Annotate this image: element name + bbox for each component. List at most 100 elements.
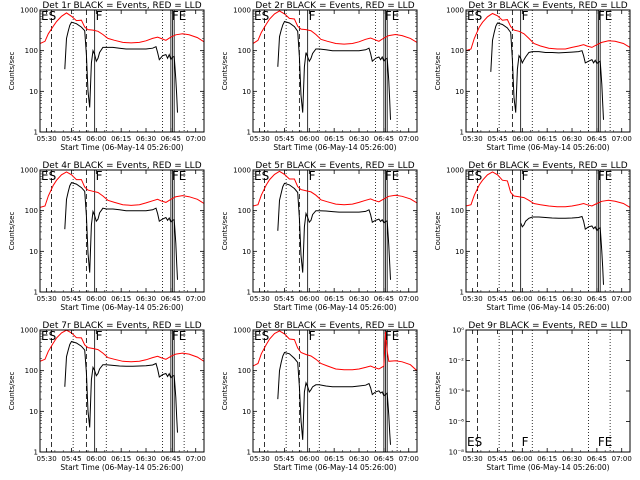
x-tick-label: 07:00 — [612, 135, 632, 143]
chart-panel-9: Det 9r BLACK = Events, RED = LLD ES F FE 10⁻… — [434, 321, 632, 472]
y-tick-label: 100 — [25, 47, 38, 55]
y-tick-label: 1 — [247, 129, 251, 137]
x-axis-label: Start Time (06-May-14 05:26:00) — [273, 463, 396, 472]
x-tick-label: 06:15 — [111, 455, 131, 463]
phase-marker-es: ES — [254, 169, 269, 183]
lld-series-line — [466, 12, 630, 52]
x-tick-label: 05:30 — [463, 455, 483, 463]
chart-title: Det 1r BLACK = Events, RED = LLD — [42, 1, 201, 11]
x-axis-label: Start Time (06-May-14 05:26:00) — [486, 463, 609, 472]
x-tick-label: 05:30 — [37, 135, 57, 143]
x-tick-label: 07:00 — [612, 295, 632, 303]
x-tick-label: 05:45 — [274, 295, 294, 303]
y-tick-label: 10⁻² — [449, 357, 465, 365]
phase-marker-fe: FE — [598, 435, 612, 449]
events-series-line — [64, 21, 178, 113]
phase-marker-f: F — [522, 435, 529, 449]
chart-title: Det 8r BLACK = Events, RED = LLD — [255, 321, 414, 331]
phase-marker-f: F — [309, 329, 316, 343]
x-axis-label: Start Time (06-May-14 05:26:00) — [60, 303, 183, 312]
y-tick-label: 10 — [455, 88, 464, 96]
phase-marker-es: ES — [467, 169, 482, 183]
x-tick-label: 05:45 — [61, 295, 81, 303]
x-tick-label: 06:30 — [136, 135, 156, 143]
x-tick-label: 06:45 — [161, 135, 181, 143]
x-tick-label: 05:45 — [274, 135, 294, 143]
y-axis-label: Counts/sec — [221, 212, 229, 251]
chart-title: Det 6r BLACK = Events, RED = LLD — [468, 161, 627, 171]
x-tick-label: 05:30 — [250, 455, 270, 463]
x-axis-label: Start Time (06-May-14 05:26:00) — [60, 143, 183, 152]
x-axis-label: Start Time (06-May-14 05:26:00) — [486, 143, 609, 152]
plot-frame — [252, 9, 418, 133]
y-tick-label: 1 — [34, 449, 38, 457]
x-tick-label: 07:00 — [399, 135, 419, 143]
y-tick-label: 1000 — [446, 7, 464, 15]
x-tick-label: 06:45 — [374, 135, 394, 143]
lld-series-line — [40, 330, 204, 363]
y-tick-label: 10⁻⁴ — [449, 388, 465, 396]
x-tick-label: 06:30 — [562, 455, 582, 463]
x-tick-label: 07:00 — [186, 455, 206, 463]
events-series-line — [277, 182, 391, 280]
y-axis-label: Counts/sec — [434, 52, 442, 91]
events-series-line — [277, 20, 391, 120]
x-tick-label: 06:15 — [111, 295, 131, 303]
y-tick-label: 10 — [242, 408, 251, 416]
y-tick-label: 10 — [29, 88, 38, 96]
x-tick-label: 06:15 — [324, 135, 344, 143]
x-tick-label: 06:00 — [512, 455, 532, 463]
x-tick-label: 05:30 — [250, 295, 270, 303]
x-tick-label: 06:30 — [349, 295, 369, 303]
x-tick-label: 06:45 — [374, 295, 394, 303]
x-tick-label: 05:45 — [487, 455, 507, 463]
x-tick-label: 05:30 — [463, 295, 483, 303]
plot-frame — [252, 329, 418, 453]
y-tick-label: 1000 — [233, 167, 251, 175]
phase-marker-f: F — [522, 9, 529, 23]
y-tick-label: 10⁰ — [452, 327, 464, 335]
phase-marker-fe: FE — [172, 329, 186, 343]
phase-marker-f: F — [96, 9, 103, 23]
y-tick-label: 100 — [25, 207, 38, 215]
x-tick-label: 06:45 — [161, 455, 181, 463]
phase-marker-fe: FE — [385, 169, 399, 183]
x-tick-label: 06:00 — [86, 295, 106, 303]
phase-marker-fe: FE — [385, 329, 399, 343]
y-axis-label: Counts/sec — [8, 212, 16, 251]
lld-series-line — [253, 330, 417, 372]
x-tick-label: 06:15 — [537, 455, 557, 463]
chart-title: Det 3r BLACK = Events, RED = LLD — [468, 1, 627, 11]
phase-marker-f: F — [96, 329, 103, 343]
phase-marker-es: ES — [254, 9, 269, 23]
y-tick-label: 10 — [29, 248, 38, 256]
x-tick-label: 06:15 — [324, 455, 344, 463]
phase-marker-fe: FE — [385, 9, 399, 23]
phase-marker-es: ES — [41, 9, 56, 23]
phase-marker-es: ES — [41, 329, 56, 343]
x-tick-label: 06:45 — [587, 135, 607, 143]
x-tick-label: 06:00 — [299, 455, 319, 463]
x-tick-label: 05:30 — [250, 135, 270, 143]
phase-marker-f: F — [309, 9, 316, 23]
y-axis-label: Counts/sec — [434, 372, 442, 411]
phase-marker-es: ES — [467, 435, 482, 449]
x-tick-label: 06:15 — [537, 295, 557, 303]
y-tick-label: 1000 — [20, 327, 38, 335]
x-tick-label: 06:45 — [374, 455, 394, 463]
chart-title: Det 5r BLACK = Events, RED = LLD — [255, 161, 414, 171]
y-tick-label: 100 — [451, 47, 464, 55]
x-tick-label: 07:00 — [612, 455, 632, 463]
lld-series-line — [40, 171, 204, 208]
x-tick-label: 05:30 — [463, 135, 483, 143]
x-tick-label: 06:45 — [587, 455, 607, 463]
x-tick-label: 07:00 — [186, 295, 206, 303]
phase-marker-f: F — [309, 169, 316, 183]
x-axis-label: Start Time (06-May-14 05:26:00) — [273, 303, 396, 312]
plot-frame — [252, 169, 418, 293]
